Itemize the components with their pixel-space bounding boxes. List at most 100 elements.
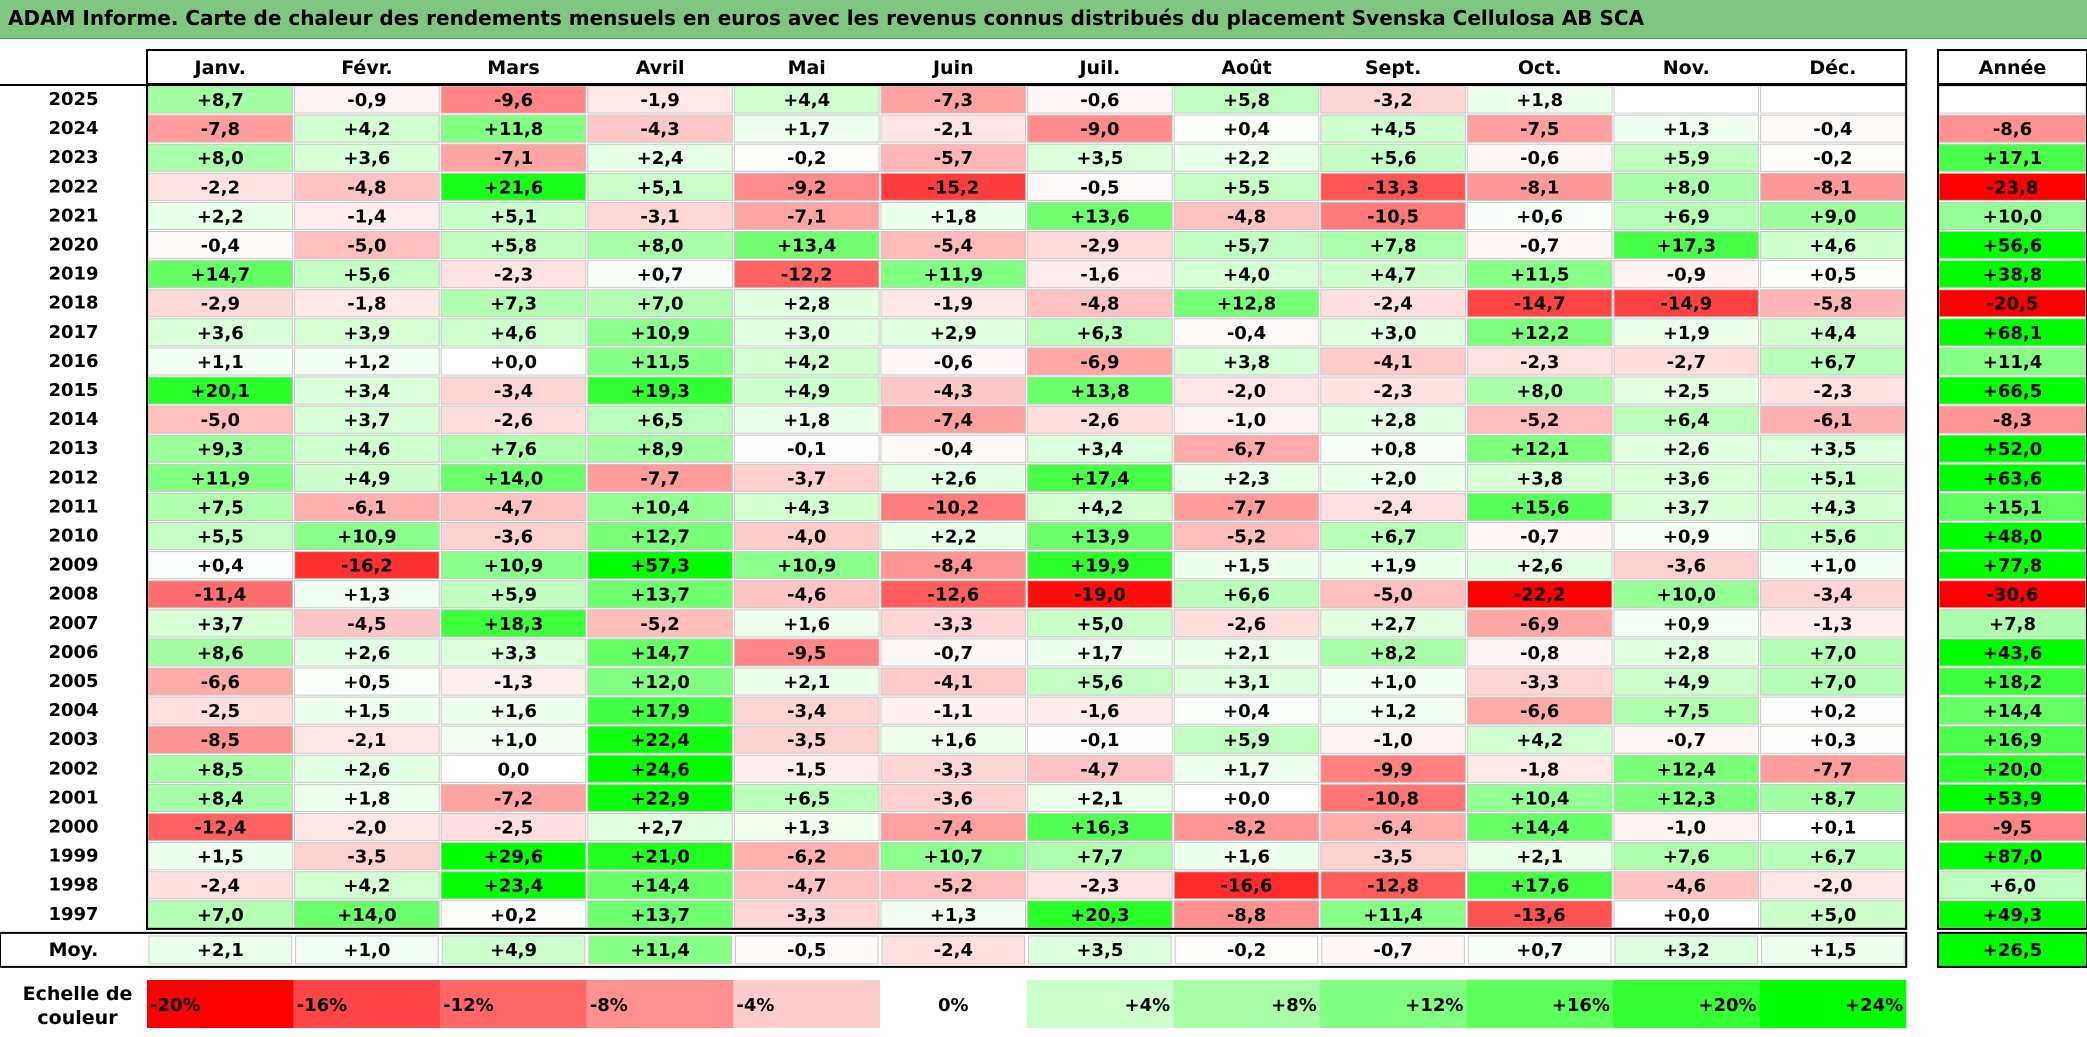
heat-cell bbox=[440, 260, 587, 289]
heat-cell bbox=[147, 580, 294, 609]
annual-cell bbox=[1938, 85, 2087, 114]
year-label: 1998 bbox=[48, 875, 98, 896]
cell-value: +3,7 bbox=[197, 614, 244, 635]
legend-swatch bbox=[1319, 980, 1467, 1028]
heat-cell bbox=[147, 347, 294, 376]
cell-value: -11,4 bbox=[194, 585, 246, 606]
cell-value: +10,9 bbox=[484, 556, 544, 577]
table-row: 1997 +7,0 +14,0 +0,2 +13,7 -3,3 +1,3 +20,3 -8,8 +… bbox=[48, 900, 2087, 929]
average-value: -0,2 bbox=[1227, 940, 1266, 961]
cell-value: +24,6 bbox=[630, 759, 690, 780]
heat-cell bbox=[880, 492, 1027, 521]
heat-cell bbox=[1466, 754, 1613, 783]
cell-value: -0,8 bbox=[1520, 643, 1559, 664]
year-label: 2024 bbox=[48, 118, 98, 139]
cell-value: +1,9 bbox=[1663, 323, 1710, 344]
heat-cell bbox=[880, 231, 1027, 260]
year-label: 2008 bbox=[48, 584, 98, 605]
average-row: Moy. +2,1 +1,0 +4,9 +11,4 -0,5 -2,4 +3,5 -0,2 -0,… bbox=[0, 931, 2087, 968]
year-label: 2017 bbox=[48, 322, 98, 343]
heat-cell bbox=[1027, 842, 1173, 871]
heat-cell bbox=[1613, 696, 1760, 725]
heat-cell bbox=[733, 434, 880, 463]
cell-value: +13,4 bbox=[777, 236, 837, 257]
heat-cell bbox=[1320, 172, 1466, 201]
cell-value: +4,6 bbox=[343, 439, 390, 460]
cell-value: +1,7 bbox=[1076, 643, 1123, 664]
table-row: 2004 -2,5 +1,5 +1,6 +17,9 -3,4 -1,1 -1,6 +0,4 +1,… bbox=[48, 696, 2087, 725]
annual-value: -9,5 bbox=[1993, 818, 2032, 839]
cell-value: +6,5 bbox=[783, 788, 830, 809]
heat-cell bbox=[1027, 405, 1173, 434]
heatmap-body: 2025 +8,7 -0,9 -9,6 -1,9 +4,4 -7,3 -0,6 +5,8 -3,2… bbox=[48, 85, 2087, 929]
cell-value: -3,3 bbox=[1520, 672, 1559, 693]
annual-cell bbox=[1938, 463, 2087, 492]
legend-swatch bbox=[147, 980, 294, 1028]
cell-value: -3,3 bbox=[787, 905, 826, 926]
heat-cell bbox=[587, 260, 733, 289]
table-row: 1999 +1,5 -3,5 +29,6 +21,0 -6,2 +10,7 +7,7 +1,6 -… bbox=[48, 842, 2087, 871]
cell-value: +6,7 bbox=[1809, 352, 1856, 373]
legend-label: Echelle de bbox=[23, 983, 133, 1005]
heat-cell bbox=[587, 347, 733, 376]
heat-cell bbox=[147, 376, 294, 405]
cell-value: +0,2 bbox=[1809, 701, 1856, 722]
heat-cell bbox=[1173, 289, 1320, 318]
year-label: 2011 bbox=[48, 496, 98, 517]
heat-cell bbox=[294, 725, 440, 754]
heat-cell bbox=[1320, 871, 1466, 900]
cell-value: +5,1 bbox=[490, 206, 537, 227]
heat-cell bbox=[587, 580, 733, 609]
legend-swatch bbox=[440, 980, 587, 1028]
heat-cell bbox=[1027, 114, 1173, 143]
cell-value: -0,1 bbox=[787, 439, 826, 460]
year-label: 2013 bbox=[48, 438, 98, 459]
cell-value: -4,7 bbox=[787, 876, 826, 897]
cell-value: +3,5 bbox=[1076, 148, 1123, 169]
table-row: 2017 +3,6 +3,9 +4,6 +10,9 +3,0 +2,9 +6,3 -0,4 +3,… bbox=[48, 318, 2087, 347]
cell-value: +3,8 bbox=[1223, 352, 1270, 373]
annual-cell bbox=[1938, 492, 2087, 521]
heat-cell bbox=[733, 405, 880, 434]
cell-value: +3,9 bbox=[343, 323, 390, 344]
heat-cell bbox=[1760, 463, 1906, 492]
cell-value: -7,1 bbox=[787, 206, 826, 227]
heat-cell bbox=[733, 376, 880, 405]
heat-cell bbox=[1173, 434, 1320, 463]
heat-cell bbox=[1320, 231, 1466, 260]
heat-cell bbox=[1173, 871, 1320, 900]
average-annual-value: +26,5 bbox=[1983, 940, 2043, 961]
cell-value: -7,2 bbox=[494, 788, 533, 809]
cell-value: +10,4 bbox=[630, 497, 690, 518]
legend-swatch bbox=[733, 980, 880, 1028]
heat-cell bbox=[1613, 551, 1760, 580]
heat-cell bbox=[880, 376, 1027, 405]
table-row: 2014 -5,0 +3,7 -2,6 +6,5 +1,8 -7,4 -2,6 -1,0 +2,8… bbox=[48, 405, 2087, 434]
heat-cell bbox=[880, 434, 1027, 463]
cell-value: +2,1 bbox=[1223, 643, 1270, 664]
cell-value: +4,2 bbox=[343, 119, 390, 140]
heat-cell bbox=[294, 638, 440, 667]
heat-cell bbox=[1760, 260, 1906, 289]
cell-value: -14,7 bbox=[1514, 294, 1566, 315]
heat-cell bbox=[587, 143, 733, 172]
cell-value: +15,6 bbox=[1510, 497, 1570, 518]
cell-value: +1,3 bbox=[930, 905, 977, 926]
cell-value: +1,3 bbox=[1663, 119, 1710, 140]
month-header: Avril bbox=[636, 57, 685, 79]
month-header: Nov. bbox=[1663, 57, 1710, 79]
cell-value: +12,2 bbox=[1510, 323, 1570, 344]
heat-cell bbox=[440, 318, 587, 347]
heat-cell bbox=[1466, 318, 1613, 347]
cell-value: +11,9 bbox=[191, 468, 251, 489]
year-label: 2015 bbox=[48, 380, 98, 401]
cell-value: +10,7 bbox=[924, 847, 984, 868]
average-cell bbox=[1321, 935, 1465, 965]
cell-value: +3,3 bbox=[490, 643, 537, 664]
legend-swatch bbox=[1613, 980, 1760, 1028]
legend-stop-label: -4% bbox=[736, 995, 774, 1016]
heat-cell bbox=[1760, 347, 1906, 376]
year-label: 2007 bbox=[48, 613, 98, 634]
cell-value: +8,7 bbox=[1809, 788, 1856, 809]
